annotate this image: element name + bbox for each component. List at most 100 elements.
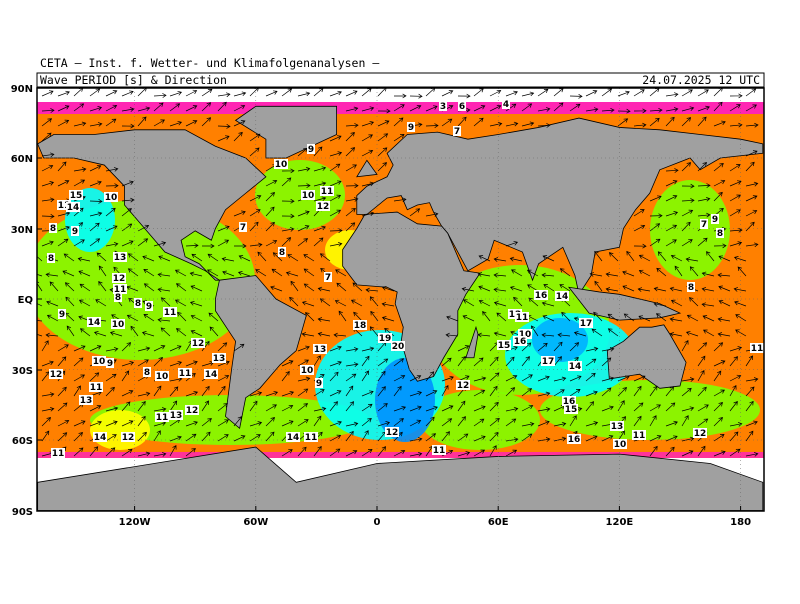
wave-arrow: [41, 108, 55, 113]
period-label-bg: [385, 427, 399, 437]
wave-arrow: [585, 435, 598, 442]
wave-arrow: [589, 272, 603, 277]
period-label-bg: [301, 190, 315, 200]
wave-arrow: [649, 117, 660, 127]
wave-arrow: [201, 418, 212, 427]
wave-arrow: [717, 332, 731, 337]
wave-arrow: [73, 103, 85, 112]
wave-arrow: [137, 224, 150, 232]
wave-arrow: [281, 449, 293, 457]
wave-arrow: [457, 400, 466, 412]
period-label: 13: [80, 396, 93, 406]
wave-arrow: [121, 208, 132, 217]
wave-arrow: [697, 105, 710, 112]
period-label: 10: [519, 330, 532, 340]
wave-arrow: [377, 162, 387, 172]
wave-arrow: [656, 267, 667, 277]
period-label-bg: [204, 369, 218, 379]
wave-arrow: [729, 180, 742, 187]
wave-arrow: [233, 210, 246, 217]
wave-arrow: [685, 257, 699, 262]
wave-arrow: [73, 447, 84, 457]
wave-arrow: [121, 370, 130, 382]
wave-arrow: [169, 103, 181, 112]
wave-arrow: [185, 390, 199, 397]
period-label: 16: [563, 397, 576, 407]
wave-arrow: [681, 162, 692, 172]
wave-arrow: [729, 241, 743, 247]
wave-arrow: [73, 420, 86, 427]
wave-arrow: [473, 435, 486, 442]
wave-arrow: [57, 105, 70, 112]
wave-arrow: [249, 400, 258, 412]
wave-arrow: [336, 282, 347, 292]
wave-arrow: [297, 345, 310, 352]
wave-arrow: [201, 102, 212, 112]
land: [342, 211, 481, 382]
wave-arrow: [57, 344, 69, 352]
wave-arrow: [370, 310, 379, 322]
wave-arrow: [441, 449, 454, 457]
wave-arrow: [201, 88, 213, 97]
wave-arrow: [521, 404, 534, 412]
wave-arrow: [601, 346, 615, 352]
wave-arrow: [265, 221, 275, 232]
wave-arrow: [521, 103, 533, 112]
wave-arrow: [521, 388, 533, 397]
wave-arrow: [377, 358, 389, 367]
wave-arrow: [505, 356, 515, 367]
wave-arrow: [233, 343, 245, 352]
wave-arrow: [633, 224, 646, 232]
wave-arrow: [537, 420, 550, 427]
wave-arrow: [303, 268, 315, 277]
wave-arrow: [409, 208, 421, 217]
wave-arrow: [393, 358, 405, 367]
period-label-bg: [134, 298, 142, 308]
wave-arrow: [701, 286, 715, 292]
wave-arrow: [745, 430, 754, 442]
wave-arrow: [521, 421, 535, 427]
wave-arrow: [329, 135, 342, 142]
wave-arrow: [105, 447, 116, 457]
wave-arrow: [265, 417, 275, 427]
wave-arrow: [505, 406, 519, 412]
period-label-bg: [58, 309, 66, 319]
wave-arrow: [105, 104, 118, 112]
wave-arrow: [425, 371, 435, 382]
period-label: 11: [433, 446, 446, 456]
wave-arrow: [745, 209, 758, 217]
period-label: 11: [321, 187, 334, 197]
wave-arrow: [329, 448, 341, 457]
wave-arrow: [41, 164, 54, 172]
wave-arrow: [665, 239, 677, 247]
wave-arrow: [73, 345, 86, 352]
wave-arrow: [130, 325, 139, 337]
wave-arrow: [713, 191, 723, 202]
wave-arrow: [697, 445, 706, 457]
wave-arrow: [78, 270, 91, 277]
period-label: 14: [88, 318, 101, 328]
wave-arrow: [297, 403, 309, 412]
wave-arrow: [457, 355, 466, 367]
wave-arrow: [189, 271, 203, 277]
wave-arrow: [73, 385, 81, 397]
wave-arrow: [175, 283, 187, 292]
wave-arrow: [202, 243, 215, 249]
wave-arrow: [509, 285, 523, 292]
wave-arrow: [105, 90, 118, 97]
wave-arrow: [169, 360, 183, 367]
period-label-bg: [562, 396, 576, 406]
period-label: 16: [514, 337, 527, 347]
wave-arrow: [718, 255, 731, 262]
wave-arrow: [633, 89, 645, 97]
wave-arrow: [37, 334, 43, 337]
period-label: 4: [503, 100, 509, 110]
wave-arrow: [137, 346, 151, 352]
wave-arrow: [153, 241, 167, 247]
wave-arrow: [649, 223, 661, 232]
wave-arrow: [37, 274, 43, 277]
wave-arrow: [559, 284, 571, 292]
wave-arrow: [185, 120, 198, 127]
wave-arrow: [557, 332, 571, 338]
wave-arrow: [257, 251, 267, 262]
